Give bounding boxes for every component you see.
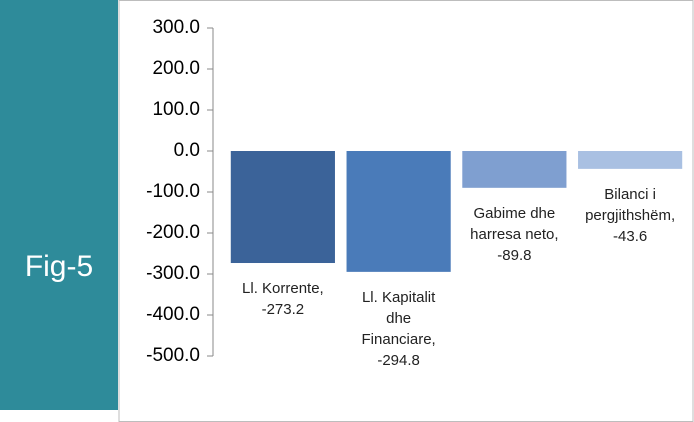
data-label: Gabime dhe harresa neto, -89.8 — [470, 205, 558, 264]
data-label: Ll. Kapitalit dhe Financiare, -294.8 — [362, 289, 437, 369]
bar — [230, 151, 335, 264]
data-label-line: pergjithshëm, — [585, 207, 675, 224]
y-tick-label: -300.0 — [146, 263, 200, 284]
y-tick-label: 0.0 — [174, 140, 200, 161]
bar — [578, 151, 683, 169]
bar — [462, 151, 567, 188]
data-label-line: Ll. Kapitalit — [362, 289, 436, 306]
bar — [346, 151, 451, 272]
y-tick-label: 300.0 — [152, 17, 200, 38]
data-label-line: Bilanci i — [604, 186, 656, 203]
y-tick-label: -400.0 — [146, 304, 200, 325]
y-tick-label: -100.0 — [146, 181, 200, 202]
y-tick-label: 200.0 — [152, 58, 200, 79]
data-label-line: Gabime dhe — [474, 205, 556, 222]
y-tick-label: 100.0 — [152, 99, 200, 120]
y-tick-label: -500.0 — [146, 345, 200, 366]
data-label-line: Financiare, — [362, 331, 436, 348]
data-label-line: Ll. Korrente, — [242, 280, 324, 297]
data-label: Bilanci i pergjithshëm, -43.6 — [585, 186, 675, 245]
data-label-line: -294.8 — [377, 352, 420, 369]
data-label-line: dhe — [386, 310, 411, 327]
side-panel — [0, 0, 118, 410]
data-label: Ll. Korrente, -273.2 — [242, 280, 324, 318]
y-tick-label: -200.0 — [146, 222, 200, 243]
side-label: Fig-5 — [25, 250, 93, 283]
data-label-line: harresa neto, — [470, 226, 558, 243]
data-label-line: -43.6 — [613, 228, 647, 245]
data-label-line: -89.8 — [497, 247, 531, 264]
data-label-line: -273.2 — [262, 301, 305, 318]
